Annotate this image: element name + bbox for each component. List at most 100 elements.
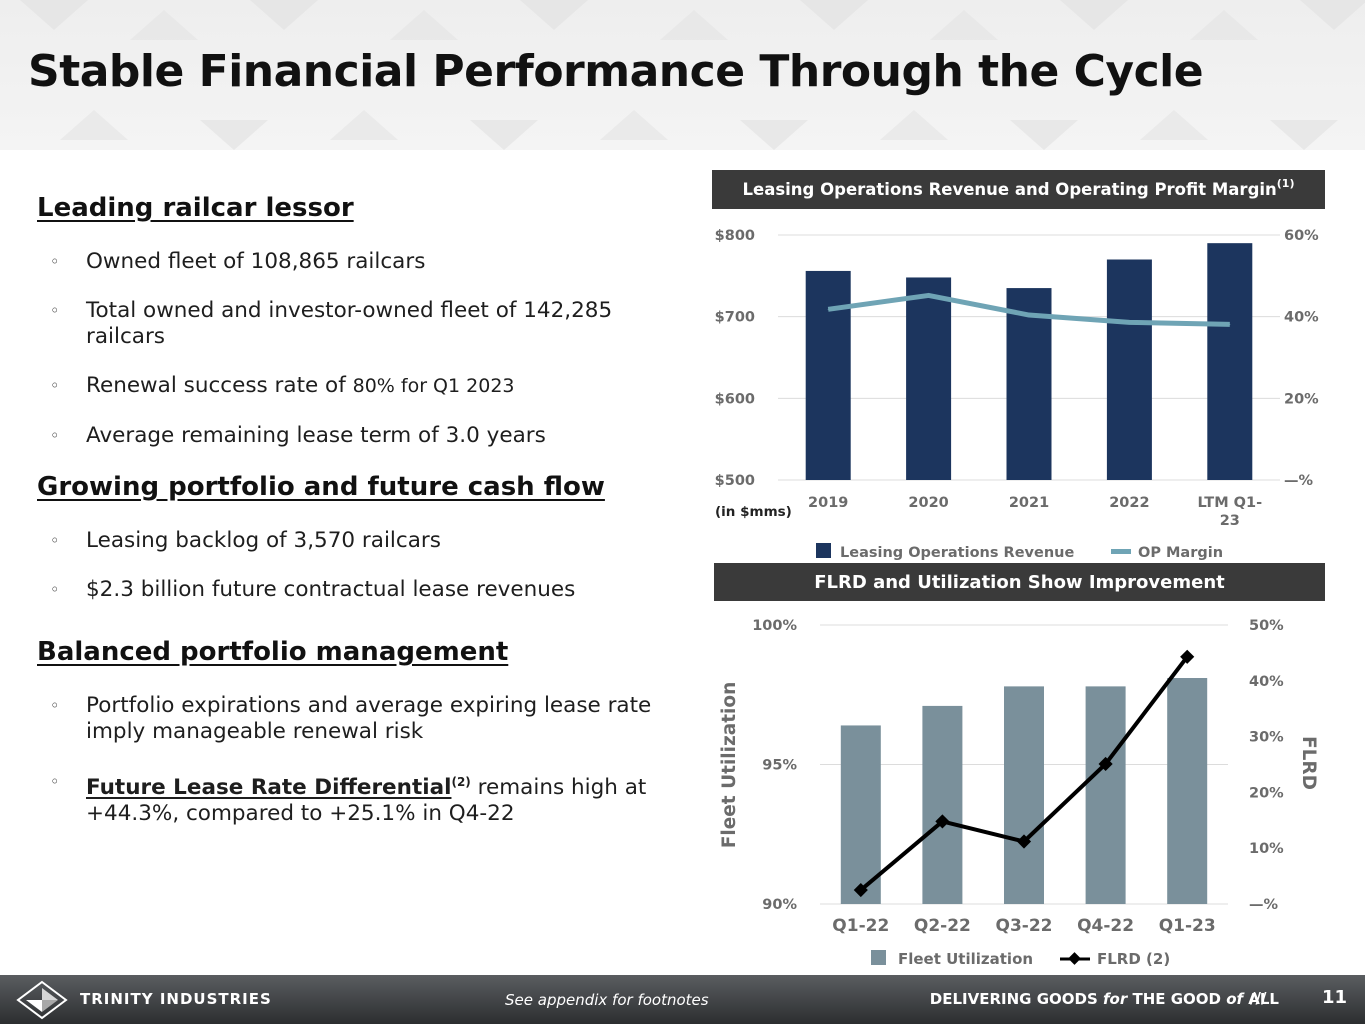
y-left-tick-label: $600 <box>715 391 755 407</box>
y-left-tick-label: $800 <box>715 228 755 244</box>
revenue-bar <box>906 277 952 480</box>
y-right-tick-label: 50% <box>1249 618 1284 634</box>
bullet-text: Portfolio expirations and average expiri… <box>86 693 652 744</box>
y-right-axis-title: FLRD <box>1298 736 1319 790</box>
page-number: 11 <box>1322 987 1348 1008</box>
legend-label-revenue: Leasing Operations Revenue <box>840 545 1074 561</box>
x-tick-label: Q2-22 <box>914 916 971 936</box>
bullet-text-main: Renewal success rate of <box>86 373 353 398</box>
bullet-glyph: ◦ <box>50 376 60 395</box>
bullet-text: Leasing backlog of 3,570 railcars <box>86 528 441 553</box>
x-tick-label: 2021 <box>1009 495 1049 511</box>
op-margin-point <box>928 294 930 296</box>
tagline-part: THE GOOD <box>1127 990 1227 1008</box>
op-margin-point <box>1229 323 1231 325</box>
y-left-tick-label: $500 <box>715 473 755 489</box>
bullet-glyph: ◦ <box>50 696 60 715</box>
chart1-title: Leasing Operations Revenue and Operating… <box>742 180 1277 199</box>
chart1-title-footnote: (1) <box>1276 177 1295 190</box>
x-tick-label: 2020 <box>908 495 948 511</box>
legend-swatch-utilization <box>871 950 886 965</box>
op-margin-point <box>827 308 829 310</box>
utilization-bar <box>1085 686 1126 904</box>
x-tick-label: 2019 <box>808 495 848 511</box>
footnote-ref: (2) <box>451 775 471 789</box>
flrd-marker <box>853 882 868 898</box>
flrd-term: Future Lease Rate Differential <box>86 775 452 801</box>
x-tick-label: Q1-23 <box>1159 916 1216 936</box>
bullet-glyph: ◦ <box>50 301 60 320</box>
y-right-tick-label: —% <box>1284 473 1314 489</box>
bullet-text: Total owned and investor-owned fleet of … <box>86 298 613 349</box>
tagline-of: of <box>1226 990 1244 1008</box>
chart2-title: FLRD and Utilization Show Improvement <box>814 571 1225 593</box>
page-title: Stable Financial Performance Through the… <box>28 46 1204 97</box>
x-tick-label: Q3-22 <box>996 916 1053 936</box>
bullet-glyph: ◦ <box>50 580 60 599</box>
x-tick-label: 2022 <box>1109 495 1149 511</box>
utilization-bar <box>922 705 963 904</box>
revenue-bar <box>1006 288 1052 480</box>
bullet-text: Future Lease Rate Differential(2) remain… <box>86 769 696 827</box>
chart2-title-banner: FLRD and Utilization Show Improvement <box>714 563 1325 601</box>
x-tick-label: Q4-22 <box>1077 916 1134 936</box>
revenue-bar <box>805 270 851 480</box>
y-left-tick-label: $700 <box>715 310 755 326</box>
legend-swatch-margin <box>1111 549 1131 554</box>
legend-label-flrd: FLRD (2) <box>1097 950 1170 968</box>
x-tick-label: 23 <box>1220 513 1240 529</box>
bullet-text: Average remaining lease term of 3.0 year… <box>86 423 546 448</box>
section-heading-leading-lessor: Leading railcar lessor <box>37 193 354 223</box>
legend-swatch-flrd-marker <box>1068 952 1081 965</box>
y-right-tick-label: 20% <box>1249 785 1284 801</box>
section-heading-balanced-portfolio: Balanced portfolio management <box>37 637 509 667</box>
y-right-tick-label: 40% <box>1284 310 1319 326</box>
chart1-title-banner: Leasing Operations Revenue and Operating… <box>712 170 1325 209</box>
tagline-part: DELIVERING GOODS <box>929 990 1103 1008</box>
tagline-slashes: /// <box>1250 989 1267 1007</box>
bullet-text: Owned fleet of 108,865 railcars <box>86 249 426 274</box>
tagline: DELIVERING GOODS for THE GOOD of ALL <box>930 990 1279 1008</box>
legend-label-utilization: Fleet Utilization <box>898 950 1033 968</box>
utilization-bar <box>840 725 881 904</box>
utilization-bar <box>1004 686 1044 904</box>
flrd-utilization-chart: 100% 95% 90% 50% 40% 30% 20% 10% —% Fleet Utiliza… <box>719 618 1319 968</box>
trinity-logo-icon <box>16 980 68 1020</box>
op-margin-point <box>1128 321 1130 323</box>
legend-label-margin: OP Margin <box>1138 545 1223 561</box>
bullet-text: $2.3 billion future contractual lease re… <box>86 577 576 602</box>
y-left-tick-label: 90% <box>762 897 797 913</box>
utilization-bar <box>1167 678 1208 904</box>
brand-name: TRINITY INDUSTRIES <box>80 990 272 1008</box>
op-margin-point <box>1028 314 1030 316</box>
y-right-tick-label: 20% <box>1284 391 1319 407</box>
footnote-note: See appendix for footnotes <box>505 991 709 1009</box>
y-left-tick-label: 100% <box>752 618 797 634</box>
bullet-text-rest: remains high at +44.3%, compared to +25.… <box>86 775 647 827</box>
bullet-text-small: 80% for Q1 2023 <box>352 375 515 397</box>
tagline-for: for <box>1103 990 1128 1008</box>
y-right-tick-label: 30% <box>1249 730 1284 746</box>
flrd-marker <box>1016 834 1032 849</box>
revenue-bar <box>1207 243 1253 480</box>
bullet-glyph: ◦ <box>50 426 60 445</box>
x-tick-label: LTM Q1- <box>1197 495 1262 511</box>
y-right-tick-label: —% <box>1249 897 1279 913</box>
bullet-text: Renewal success rate of 80% for Q1 2023 <box>86 373 686 399</box>
y-left-axis-title: Fleet Utilization <box>719 682 740 849</box>
x-tick-label: Q1-22 <box>832 916 889 936</box>
y-right-tick-label: 10% <box>1249 841 1284 857</box>
bullet-glyph: ◦ <box>50 252 60 271</box>
y-right-tick-label: 60% <box>1284 228 1319 244</box>
revenue-margin-chart: $800 $700 $600 $500 60% 40% 20% —% 2019 2020 2021 2… <box>715 228 1320 561</box>
y-right-tick-label: 40% <box>1249 674 1284 690</box>
header-banner: Stable Financial Performance Through the… <box>0 0 1365 150</box>
footer-bar: TRINITY INDUSTRIES See appendix for foot… <box>0 975 1365 1024</box>
legend-swatch-revenue <box>816 543 831 558</box>
section-heading-growing-portfolio: Growing portfolio and future cash flow <box>37 472 605 502</box>
bullet-glyph: ◦ <box>50 772 60 791</box>
unit-note: (in $mms) <box>715 504 792 520</box>
tagline-part: ALL <box>1243 990 1279 1008</box>
y-left-tick-label: 95% <box>762 758 797 774</box>
